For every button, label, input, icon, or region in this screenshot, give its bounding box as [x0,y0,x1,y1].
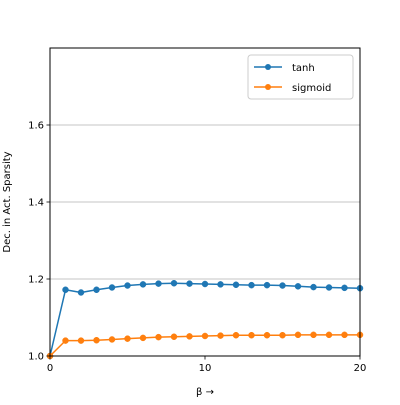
tick-layer: 1.0 1.2 1.4 1.6 0 10 20 [28,121,366,375]
legend-label-tanh: tanh [292,63,315,74]
data-point-tanh [248,281,255,289]
data-point-tanh [341,284,348,292]
data-point-tanh [279,282,286,289]
data-point-sigmoid [139,334,147,342]
data-point-sigmoid [341,331,348,339]
data-point-tanh [232,281,240,289]
x-axis-label: β → [196,387,214,398]
data-point-sigmoid [62,337,69,344]
data-point-sigmoid [294,331,302,339]
data-point-tanh [155,280,162,287]
data-point-tanh [77,289,85,296]
data-point-sigmoid [93,336,100,344]
data-point-tanh [217,281,224,288]
x-tick-label: 0 [47,363,53,374]
data-point-sigmoid [170,333,178,340]
data-point-tanh [263,281,271,289]
data-point-sigmoid [325,331,333,339]
data-point-sigmoid [77,337,85,344]
data-point-tanh [139,281,147,288]
data-point-tanh [310,283,317,291]
legend: tanh sigmoid [247,54,354,100]
y-axis-label: Dec. in Act. Sparsity [2,151,13,252]
data-point-sigmoid [124,335,131,342]
data-point-tanh [294,283,302,290]
legend-marker-sigmoid [265,84,271,90]
data-point-tanh [62,286,69,294]
y-tick-label: 1.0 [28,352,44,363]
series-line-tanh [49,282,361,357]
data-point-sigmoid [108,336,116,343]
y-tick-label: 1.2 [28,275,44,286]
data-point-sigmoid [279,331,286,339]
data-point-tanh [186,280,193,287]
data-point-sigmoid [186,333,193,340]
data-point-sigmoid [201,332,209,340]
data-point-sigmoid [310,331,317,339]
legend-box [247,54,354,100]
data-point-tanh [108,284,116,291]
y-tick-label: 1.6 [28,121,44,132]
data-point-sigmoid [155,333,162,341]
data-point-tanh [124,282,131,289]
legend-marker-tanh [265,64,271,70]
data-point-sigmoid [248,331,255,339]
data-point-tanh [201,280,209,288]
x-tick-label: 10 [199,363,212,374]
x-tick-label: 20 [354,363,367,374]
series-layer [46,279,364,360]
data-point-tanh [170,279,178,287]
data-point-sigmoid [263,331,271,339]
y-tick-label: 1.4 [28,198,44,209]
grid-layer [50,124,360,280]
data-point-tanh [325,284,333,291]
data-point-sigmoid [217,332,224,339]
data-point-sigmoid [232,331,240,339]
data-point-tanh [93,286,100,294]
legend-label-sigmoid: sigmoid [292,83,331,94]
